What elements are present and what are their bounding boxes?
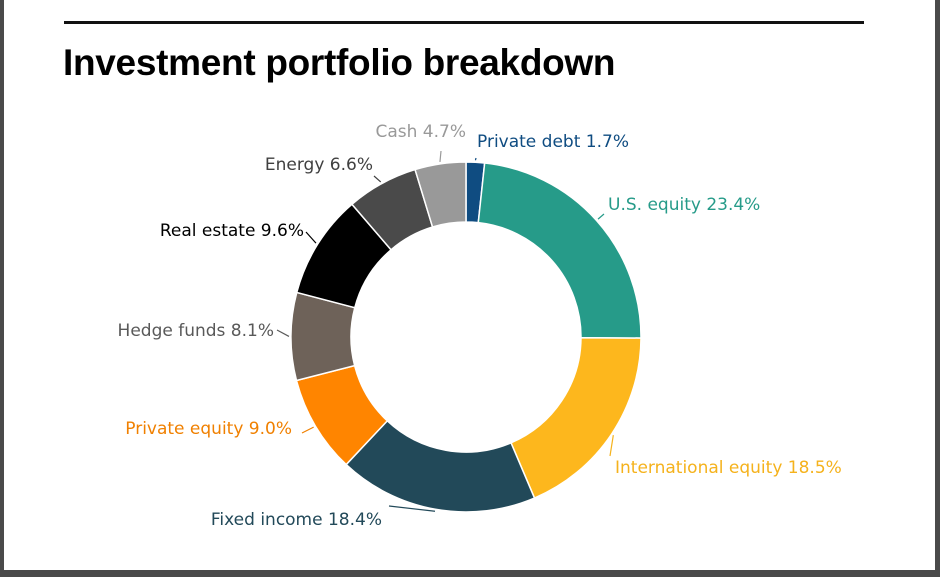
leader-line-real-estate — [305, 231, 317, 244]
chart-title: Investment portfolio breakdown — [63, 42, 616, 83]
slice-label-international-equity: International equity 18.5% — [615, 458, 842, 478]
slice-cash — [414, 161, 467, 228]
slice-label-fixed-income: Fixed income 18.4% — [211, 510, 382, 530]
leader-line-u-s-equity — [597, 213, 605, 220]
slice-label-u-s-equity: U.S. equity 23.4% — [608, 195, 760, 215]
title-rule — [64, 21, 864, 24]
slice-label-hedge-funds: Hedge funds 8.1% — [118, 321, 274, 341]
leader-line-international-equity — [609, 435, 614, 457]
leader-line-private-equity — [301, 426, 314, 434]
leader-line-energy — [373, 175, 382, 183]
slice-u-s-equity — [477, 162, 642, 339]
leader-line-cash — [439, 150, 442, 162]
slice-label-cash: Cash 4.7% — [375, 122, 466, 142]
leader-line-private-debt — [474, 157, 477, 161]
slice-label-real-estate: Real estate 9.6% — [160, 221, 304, 241]
donut-chart: Private debt 1.7% U.S. equity 23.4% Intern… — [118, 122, 842, 530]
slice-label-private-equity: Private equity 9.0% — [125, 419, 292, 439]
leader-line-hedge-funds — [276, 329, 290, 337]
slice-label-private-debt: Private debt 1.7% — [477, 132, 629, 152]
leader-line-fixed-income — [388, 505, 436, 512]
slice-label-energy: Energy 6.6% — [265, 155, 373, 175]
